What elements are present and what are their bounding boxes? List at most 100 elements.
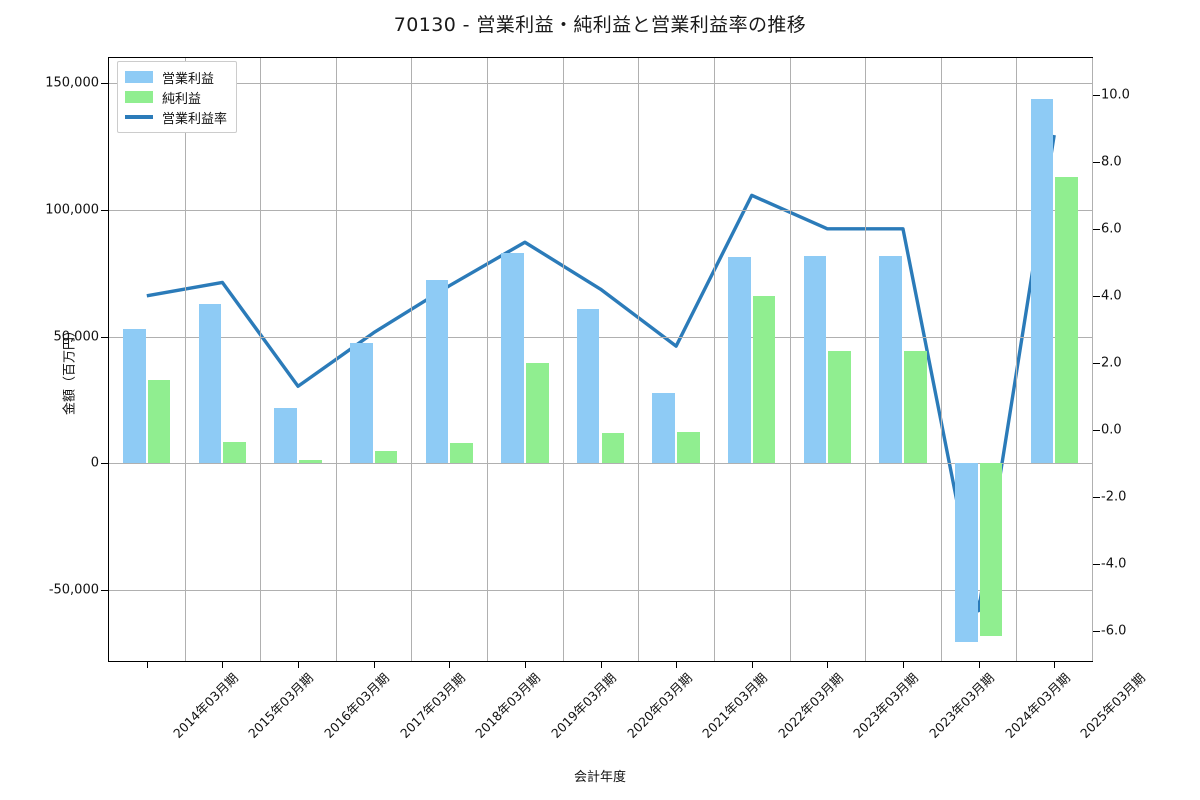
x-tick-label: 2020年03月期 bbox=[623, 670, 695, 741]
y-tick-mark-right bbox=[1093, 429, 1100, 431]
y-tick-mark-right bbox=[1093, 563, 1100, 565]
y-tick-mark-right bbox=[1093, 362, 1100, 364]
x-axis-label: 会計年度 bbox=[573, 770, 626, 785]
x-tick-mark bbox=[751, 662, 753, 668]
y-tick-label-right: -2.0 bbox=[1101, 489, 1127, 505]
bar-net-profit bbox=[677, 431, 700, 464]
x-tick-label: 2023年03月期 bbox=[850, 670, 922, 741]
operating-margin-line bbox=[146, 134, 1056, 613]
x-tick-label: 2019年03月期 bbox=[547, 670, 619, 741]
x-tick-label: 2021年03月期 bbox=[699, 670, 771, 741]
bar-net-profit bbox=[450, 443, 473, 464]
legend-label-net-profit: 純利益 bbox=[162, 91, 202, 107]
bar-operating-profit bbox=[954, 463, 978, 643]
chart-legend: 営業利益 純利益 営業利益率 bbox=[117, 61, 238, 133]
bar-operating-profit bbox=[349, 343, 373, 464]
y-tick-label-right: 4.0 bbox=[1101, 288, 1122, 304]
x-tick-label: 2018年03月期 bbox=[472, 670, 544, 741]
y-tick-mark-left bbox=[101, 83, 108, 85]
y-tick-label-right: -6.0 bbox=[1101, 623, 1127, 639]
y-tick-label-left: -50,000 bbox=[48, 582, 99, 598]
gridline-horizontal bbox=[109, 336, 1092, 338]
y-tick-mark-right bbox=[1093, 228, 1100, 230]
y-tick-label-left: 0 bbox=[90, 455, 99, 471]
x-tick-label: 2023年03月期 bbox=[926, 670, 997, 741]
x-tick-label: 2015年03月期 bbox=[245, 670, 317, 741]
legend-item-operating-profit: 営業利益 bbox=[125, 67, 227, 87]
gridline-vertical bbox=[487, 58, 489, 661]
gridline-horizontal bbox=[109, 463, 1092, 465]
bar-net-profit bbox=[147, 380, 171, 464]
y-tick-label-left: 50,000 bbox=[53, 329, 100, 345]
legend-item-operating-margin: 営業利益率 bbox=[125, 107, 227, 127]
y-tick-label-right: 10.0 bbox=[1101, 87, 1130, 103]
y-tick-label-left: 150,000 bbox=[45, 75, 99, 91]
chart-title: 70130 - 営業利益・純利益と営業利益率の推移 bbox=[393, 14, 807, 36]
x-tick-label: 2017年03月期 bbox=[396, 670, 468, 741]
bar-net-profit bbox=[223, 441, 247, 464]
y-tick-label-left: 100,000 bbox=[45, 202, 99, 218]
gridline-horizontal bbox=[109, 83, 1092, 85]
bar-operating-profit bbox=[123, 329, 146, 464]
x-tick-mark bbox=[978, 662, 980, 668]
y-tick-mark-left bbox=[101, 463, 108, 465]
y-tick-mark-right bbox=[1093, 161, 1100, 163]
y-tick-mark-right bbox=[1093, 295, 1100, 297]
y-tick-mark-left bbox=[101, 336, 108, 338]
x-tick-mark bbox=[676, 662, 678, 668]
bar-operating-profit bbox=[1030, 99, 1054, 464]
bar-net-profit bbox=[1055, 177, 1078, 464]
bar-net-profit bbox=[828, 350, 852, 464]
x-tick-mark bbox=[524, 662, 526, 668]
x-tick-label: 2022年03月期 bbox=[774, 670, 846, 741]
x-tick-mark bbox=[298, 662, 300, 668]
x-tick-mark bbox=[146, 662, 148, 668]
bar-operating-profit bbox=[652, 392, 676, 464]
x-tick-mark bbox=[222, 662, 224, 668]
legend-label-operating-profit: 営業利益 bbox=[162, 71, 215, 87]
y-tick-label-right: 8.0 bbox=[1101, 154, 1122, 170]
legend-line-operating-margin bbox=[125, 115, 153, 119]
gridline-horizontal bbox=[109, 210, 1092, 212]
x-tick-mark bbox=[600, 662, 602, 668]
y-tick-mark-left bbox=[101, 210, 108, 212]
y-tick-mark-left bbox=[101, 590, 108, 592]
bar-net-profit bbox=[979, 463, 1003, 637]
gridline-vertical bbox=[789, 58, 791, 661]
y-tick-mark-right bbox=[1093, 94, 1100, 96]
bar-net-profit bbox=[299, 459, 322, 464]
gridline-vertical bbox=[1092, 58, 1093, 661]
x-tick-mark bbox=[827, 662, 829, 668]
bar-operating-profit bbox=[198, 303, 222, 464]
bar-operating-profit bbox=[728, 256, 751, 464]
x-tick-label: 2016年03月期 bbox=[321, 670, 392, 741]
gridline-vertical bbox=[411, 58, 413, 661]
legend-swatch-net-profit bbox=[125, 91, 153, 103]
gridline-vertical bbox=[562, 58, 564, 661]
legend-item-net-profit: 純利益 bbox=[125, 87, 227, 107]
y-axis-label-left: 金額（百万円） bbox=[62, 324, 78, 416]
bar-operating-profit bbox=[501, 253, 524, 464]
gridline-vertical bbox=[184, 58, 186, 661]
y-tick-label-right: 6.0 bbox=[1101, 221, 1122, 237]
gridline-vertical bbox=[260, 58, 262, 661]
gridline-vertical bbox=[713, 58, 715, 661]
y-tick-mark-right bbox=[1093, 496, 1100, 498]
gridline-vertical bbox=[638, 58, 640, 661]
x-tick-mark bbox=[1054, 662, 1056, 668]
gridline-horizontal bbox=[109, 590, 1092, 592]
gridline-vertical bbox=[940, 58, 942, 661]
x-tick-mark bbox=[902, 662, 904, 668]
gridline-vertical bbox=[335, 58, 337, 661]
bar-net-profit bbox=[601, 432, 625, 464]
x-tick-mark bbox=[373, 662, 375, 668]
bar-operating-profit bbox=[425, 279, 449, 464]
bar-operating-profit bbox=[879, 255, 902, 464]
x-tick-label: 2025年03月期 bbox=[1077, 670, 1149, 741]
legend-swatch-operating-profit bbox=[125, 71, 153, 83]
gridline-vertical bbox=[865, 58, 867, 661]
x-tick-mark bbox=[449, 662, 451, 668]
bar-operating-profit bbox=[803, 255, 827, 464]
y-tick-label-right: 2.0 bbox=[1101, 355, 1122, 371]
y-tick-label-right: -4.0 bbox=[1101, 556, 1127, 572]
